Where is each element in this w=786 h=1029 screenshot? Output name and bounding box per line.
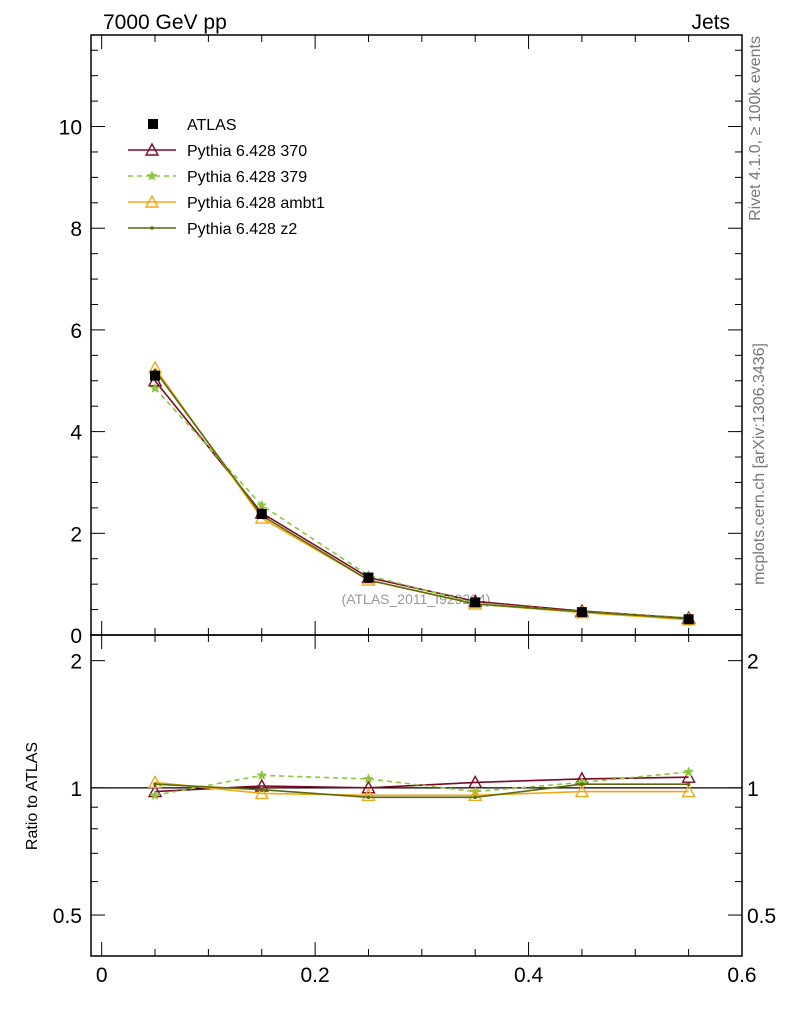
ratio-series-4-line [154,783,689,799]
ratio-series-2-point [149,789,161,800]
ratio-series-4-point [580,782,584,787]
main-series-1-line [154,380,689,619]
y-tick-label: 8 [70,218,82,241]
x-tick-label: 0.2 [301,964,330,987]
ratio-series-4-point [259,787,264,792]
y-tick-label: 2 [70,523,82,546]
x-tick-label: 0 [96,964,108,987]
legend-marker [150,226,154,230]
ratio-y-axis-label: Ratio to ATLAS [24,742,41,850]
header-right-title: Jets [691,11,730,34]
ratio-series-1-point [681,769,696,783]
ratio-y-tick-label: 0.5 [53,905,82,928]
header-left-title: 7000 GeV pp [103,11,227,34]
mcplots-label: mcplots.cern.ch [arXiv:1306.3436] [751,343,768,585]
analysis-label: (ATLAS_2011_I929284) [342,591,491,607]
y-tick-label: 4 [70,422,82,445]
legend-label: Pythia 6.428 ambt1 [187,195,325,212]
legend-marker [148,119,158,129]
ratio-series-4-point [153,782,157,787]
x-tick-label: 0.6 [727,964,756,987]
legend-label: ATLAS [187,117,237,134]
ratio-series-1-line [154,776,689,793]
ratio-series-3-point [254,785,269,800]
ratio-frame [90,634,743,957]
atlas-data-point [683,614,694,625]
ratio-series-2-point [256,769,268,781]
y-tick-label: 0 [70,625,82,648]
ratio-series-2-point [683,766,695,777]
y-tick-label: 6 [70,320,82,343]
ratio-series-1-point [361,780,376,794]
y-tick-label: 10 [59,117,82,140]
legend-label: Pythia 6.428 370 [187,143,307,160]
main-series-4-line [154,370,689,620]
main-series-2-point [256,499,268,510]
main-panel: 0 2 4 6 8 10 [59,34,743,648]
atlas-data-point [150,370,161,381]
ratio-series-2-point [469,785,481,797]
legend-marker [144,194,160,208]
ratio-series-4-point [686,782,691,787]
atlas-data-point [470,597,481,608]
atlas-data-point [256,508,267,519]
ratio-series-3-point [147,774,163,789]
ratio-series-2-line [154,771,689,797]
ratio-series-3-point [361,787,376,802]
legend-marker [146,170,158,181]
legend: ATLAS Pythia 6.428 370 Pythia 6.428 379 Pyt… [128,117,325,238]
ratio-y-tick-label: 1 [70,778,82,801]
legend-label: Pythia 6.428 379 [187,169,307,186]
ratio-y-tick-label-right: 2 [747,651,759,674]
ratio-panel: 0.5 0.5 1 1 2 2 0 0.2 0.4 0.6 [53,634,776,987]
main-series-3-line [154,367,689,621]
main-series-2-point [149,382,161,393]
ratio-y-tick-label-right: 0.5 [747,905,776,928]
legend-label: Pythia 6.428 z2 [187,221,297,238]
ratio-y-tick-label-right: 1 [747,778,759,801]
main-series-2-line [154,387,689,619]
atlas-data-point [363,572,374,583]
ratio-series-3-line [154,781,689,797]
ratio-series-4-point [473,795,477,800]
ratio-y-tick-label: 2 [70,651,82,674]
x-tick-label: 0.4 [514,964,544,987]
legend-marker [144,142,160,156]
ratio-series-4-point [366,795,371,800]
rivet-label: Rivet 4.1.0, ≥ 100k events [747,36,764,221]
ratio-series-3-point [681,784,696,798]
atlas-data-point [576,607,587,618]
ratio-series-2-point [363,773,374,784]
ratio-series-3-point [574,784,590,798]
ratio-series-3-point [468,787,483,802]
